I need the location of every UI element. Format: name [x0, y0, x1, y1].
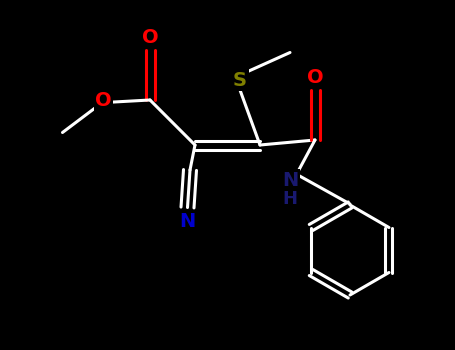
Text: O: O: [142, 28, 158, 47]
Text: S: S: [233, 70, 247, 90]
Text: N: N: [179, 212, 196, 231]
Text: H: H: [283, 190, 298, 208]
Text: O: O: [307, 68, 324, 87]
Text: N: N: [282, 170, 298, 189]
Text: O: O: [95, 91, 112, 111]
